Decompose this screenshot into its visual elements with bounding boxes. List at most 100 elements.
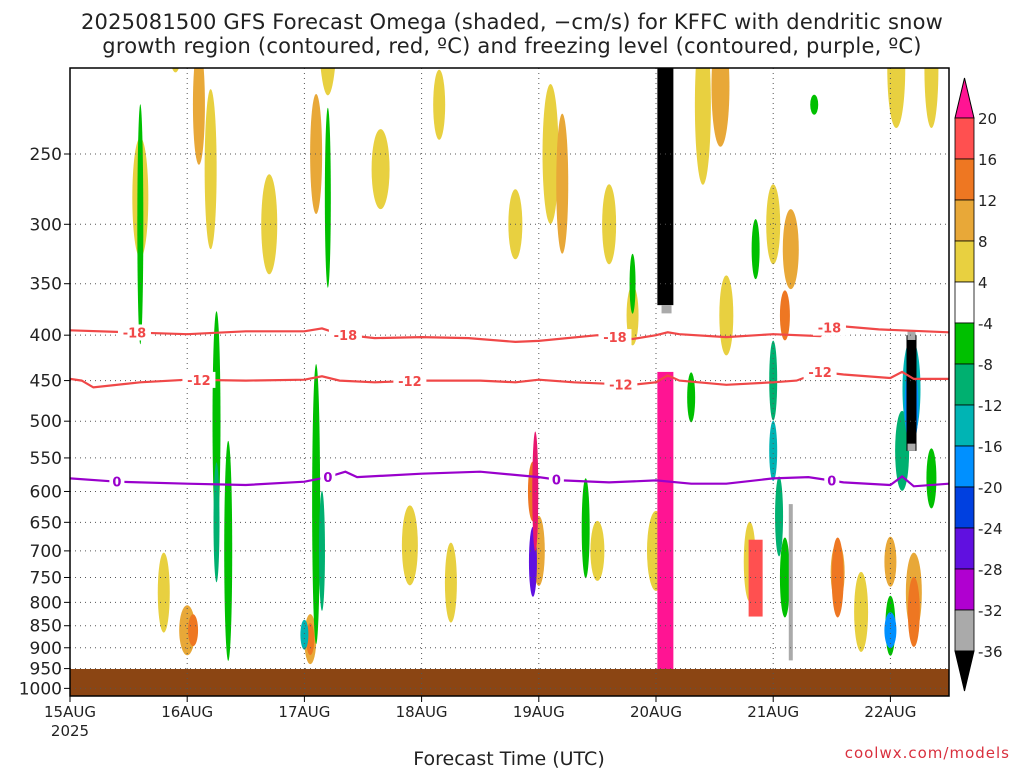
shade-blob xyxy=(926,448,937,509)
shade-blob xyxy=(711,68,730,147)
x-tick-label: 15AUG xyxy=(44,703,96,721)
colorbar-swatch xyxy=(954,609,975,652)
ground-surface xyxy=(70,669,949,696)
shade-blob xyxy=(300,619,309,650)
x-tick-label: 20AUG xyxy=(630,703,682,721)
shade-blob xyxy=(748,539,763,617)
x-axis-label: Forecast Time (UTC) xyxy=(413,748,604,768)
x-tick-label: 16AUG xyxy=(161,703,213,721)
shade-blob xyxy=(906,335,917,451)
colorbar-swatch xyxy=(954,363,975,406)
contour-label: -18 xyxy=(123,326,147,341)
contour-label-bg xyxy=(117,324,151,341)
contour-label-bg xyxy=(182,371,216,388)
colorbar-swatch xyxy=(954,568,975,611)
omega-shading xyxy=(132,0,939,679)
x-tick-label: 18AUG xyxy=(396,703,448,721)
shade-blob xyxy=(172,68,179,73)
shade-blob xyxy=(602,184,617,265)
shade-blob xyxy=(371,129,390,210)
contour-label-bg xyxy=(803,363,837,380)
shade-blob xyxy=(782,209,799,290)
shade-blob xyxy=(887,68,906,128)
y-tick-label: 500 xyxy=(30,412,62,432)
contour-label-bg xyxy=(328,326,362,343)
shade-blob xyxy=(213,462,220,583)
y-tick-label: 400 xyxy=(30,326,62,346)
colorbar-label: -4 xyxy=(978,315,993,333)
contour-line xyxy=(70,324,949,344)
shade-blob xyxy=(224,440,233,661)
colorbar-top-arrow xyxy=(954,77,975,119)
shade-blob xyxy=(810,94,819,115)
colorbar-swatch xyxy=(954,240,975,283)
shade-blob xyxy=(907,576,920,647)
colorbar-swatch xyxy=(954,527,975,570)
shade-blob xyxy=(719,275,734,356)
y-tick-label: 250 xyxy=(30,145,62,165)
contour-line xyxy=(70,470,949,488)
colorbar-swatch xyxy=(954,445,975,488)
y-tick-label: 300 xyxy=(30,215,62,235)
colorbar-swatch xyxy=(954,199,975,242)
colorbar-label: -16 xyxy=(978,438,1003,456)
x-tick-label: 17AUG xyxy=(278,703,330,721)
colorbar-label: -12 xyxy=(978,397,1003,415)
y-tick-label: 650 xyxy=(30,513,62,533)
shade-blob xyxy=(694,68,711,185)
shade-blob xyxy=(324,107,331,288)
shade-blob xyxy=(204,89,217,250)
shade-blob xyxy=(779,290,790,341)
shade-blob xyxy=(590,520,605,581)
shade-blob xyxy=(837,0,851,27)
contour-label-bg xyxy=(824,472,840,489)
shade-blob xyxy=(556,113,569,254)
colorbar-label: -24 xyxy=(978,520,1003,538)
colorbar-label: -32 xyxy=(978,602,1003,620)
contour-label: -12 xyxy=(808,366,832,381)
contour-label-bg xyxy=(393,373,427,390)
contour-label: 0 xyxy=(112,476,121,491)
shade-blob xyxy=(157,552,170,633)
y-axis: 2503003504004505005506006507007508008509… xyxy=(19,145,70,699)
x-tick-label: 22AUG xyxy=(864,703,916,721)
y-tick-label: 350 xyxy=(30,275,62,295)
y-tick-label: 550 xyxy=(30,449,62,469)
shade-blob xyxy=(779,537,790,618)
shade-blob xyxy=(854,571,869,652)
shade-blob xyxy=(212,311,221,532)
shade-blob xyxy=(895,410,910,491)
contour-label: 0 xyxy=(827,475,836,490)
shade-blob xyxy=(320,68,336,96)
shade-blob xyxy=(766,184,781,265)
colorbar-label: -8 xyxy=(978,356,993,374)
shade-blob xyxy=(629,253,636,314)
colorbar-label: 20 xyxy=(978,110,997,128)
y-tick-label: 800 xyxy=(30,593,62,613)
contour-label-bg xyxy=(604,376,638,393)
contour-label: -12 xyxy=(609,378,633,393)
contour-lines: -18 -18 -18 -18 -12 -12 -12 -12 0 0 0 0 xyxy=(70,319,949,491)
shade-blob xyxy=(661,305,672,314)
colorbar-label: -28 xyxy=(978,561,1003,579)
contour-label: -12 xyxy=(187,374,211,389)
colorbar-swatch xyxy=(954,281,975,324)
credit-text: coolwx.com/models xyxy=(844,744,1010,762)
colorbar: 20 16 12 8 4 -4 -8 -12 -16 -20 -24 -28 -32 -36 xyxy=(954,77,1003,692)
contour-label-bg xyxy=(320,469,336,486)
contour-label-bg xyxy=(548,471,564,488)
shade-blob xyxy=(769,340,778,421)
shade-blob xyxy=(769,420,778,481)
y-tick-label: 750 xyxy=(30,568,62,588)
contour-label-bg xyxy=(109,473,125,490)
shade-blob xyxy=(775,476,784,557)
shade-blob xyxy=(831,537,844,618)
plot-frame xyxy=(69,67,950,697)
shade-blob xyxy=(581,478,590,579)
shade-blob xyxy=(907,330,916,340)
x-tick-year-label: 2025 xyxy=(51,722,89,740)
y-tick-label: 450 xyxy=(30,372,62,392)
shade-blob xyxy=(318,490,325,611)
